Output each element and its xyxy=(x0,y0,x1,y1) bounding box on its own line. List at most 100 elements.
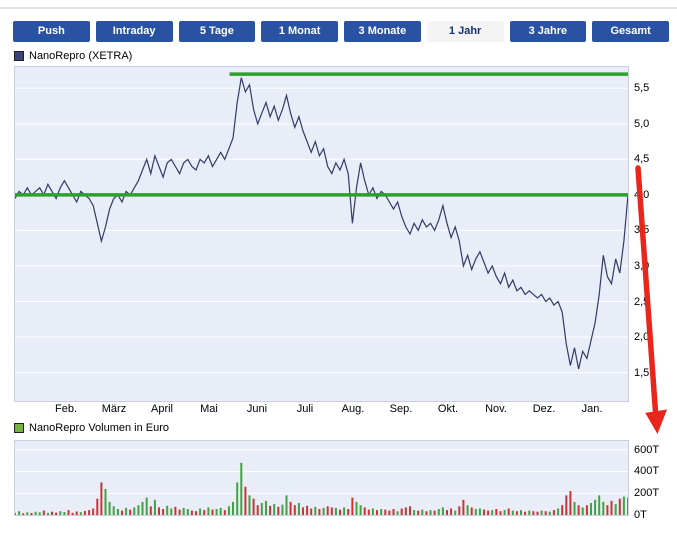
volume-bar xyxy=(116,509,119,515)
price-axis-tick-label: 5,0 xyxy=(634,118,650,130)
volume-bar xyxy=(34,511,37,515)
volume-bar xyxy=(557,508,560,515)
volume-bar xyxy=(215,509,218,515)
volume-bar xyxy=(466,505,469,515)
volume-bar xyxy=(63,512,66,515)
volume-bar xyxy=(520,510,522,515)
volume-bar xyxy=(133,507,136,515)
volume-bar xyxy=(277,506,280,515)
top-divider xyxy=(0,7,677,9)
volume-bar xyxy=(532,511,535,515)
price-line xyxy=(15,77,628,370)
month-tick-label: Dez. xyxy=(532,403,556,415)
volume-bar xyxy=(334,507,337,515)
volume-bar xyxy=(495,509,498,515)
volume-bar xyxy=(306,505,309,515)
range-button-1-monat[interactable]: 1 Monat xyxy=(261,21,338,42)
volume-bar xyxy=(281,504,284,515)
volume-bar xyxy=(30,513,33,515)
volume-bar xyxy=(88,510,91,515)
volume-bar xyxy=(92,508,95,515)
volume-bar xyxy=(203,510,206,515)
volume-bar xyxy=(343,507,346,515)
volume-bar xyxy=(413,510,416,515)
volume-bar xyxy=(598,495,601,515)
volume-bar xyxy=(100,482,103,515)
volume-bar xyxy=(450,508,453,515)
volume-bar xyxy=(351,497,354,515)
volume-legend-label: NanoRepro Volumen in Euro xyxy=(29,422,170,434)
volume-bar xyxy=(145,497,148,515)
price-chart-plot xyxy=(14,66,629,402)
volume-bar xyxy=(141,501,144,515)
volume-bar xyxy=(236,482,239,515)
month-tick-label: April xyxy=(150,403,174,415)
volume-bar xyxy=(573,501,576,515)
volume-bar xyxy=(121,510,123,515)
volume-y-axis: 600T 400T 200T 0T xyxy=(634,441,676,521)
volume-bar xyxy=(441,507,444,515)
range-button-intraday[interactable]: Intraday xyxy=(95,21,173,42)
range-button-5-tage[interactable]: 5 Tage xyxy=(178,21,256,42)
volume-bar xyxy=(384,509,387,515)
range-button-3-jahre[interactable]: 3 Jahre xyxy=(509,21,587,42)
range-button-push[interactable]: Push xyxy=(13,21,90,42)
month-tick-label: Juni xyxy=(246,403,268,415)
volume-bar xyxy=(446,510,448,515)
volume-bar xyxy=(71,512,74,515)
volume-bar xyxy=(195,511,197,515)
volume-axis-tick-label: 0T xyxy=(634,509,647,521)
volume-bar xyxy=(170,508,173,515)
volume-bar xyxy=(454,510,457,515)
volume-bar xyxy=(137,505,140,515)
volume-bar xyxy=(59,511,62,515)
volume-bar xyxy=(83,510,86,515)
volume-bar xyxy=(178,509,181,515)
month-tick-label: Nov. xyxy=(485,403,507,415)
volume-chart-plot xyxy=(14,440,629,516)
price-y-axis: 5,5 5,0 4,5 4,0 3,5 3,0 2,5 2,0 1,5 xyxy=(634,67,676,401)
volume-bar xyxy=(433,510,436,515)
volume-bar xyxy=(38,512,41,515)
volume-bar xyxy=(186,509,189,515)
range-button-1-jahr[interactable]: 1 Jahr xyxy=(426,21,504,42)
volume-bar xyxy=(561,505,564,515)
volume-bar xyxy=(67,510,70,515)
volume-bar xyxy=(182,507,185,515)
volume-bar xyxy=(552,510,555,515)
volume-bar xyxy=(252,498,255,515)
volume-bar xyxy=(474,509,477,515)
volume-bar xyxy=(367,509,370,515)
volume-bar xyxy=(244,486,247,515)
volume-chart-svg xyxy=(15,449,628,515)
range-button-3-monate[interactable]: 3 Monate xyxy=(344,21,421,42)
volume-bar xyxy=(627,497,628,515)
month-tick-label: Mai xyxy=(200,403,218,415)
volume-bar xyxy=(347,509,350,515)
month-tick-label: Feb. xyxy=(54,403,78,415)
volume-bar xyxy=(610,500,613,515)
volume-bar xyxy=(269,505,272,515)
volume-bar xyxy=(129,509,132,515)
volume-bar xyxy=(594,499,597,515)
volume-bar xyxy=(42,510,45,515)
volume-bar xyxy=(326,506,329,515)
volume-bar xyxy=(511,510,514,515)
month-tick-label: Sep. xyxy=(389,403,413,415)
volume-bar xyxy=(125,507,128,515)
volume-bar xyxy=(622,496,625,515)
volume-bar xyxy=(158,507,160,515)
volume-bar xyxy=(590,503,592,515)
volume-bar xyxy=(380,509,383,515)
volume-bar xyxy=(483,509,485,515)
range-button-gesamt[interactable]: Gesamt xyxy=(592,21,669,42)
volume-bar xyxy=(515,511,518,515)
month-tick-label: Aug. xyxy=(341,403,365,415)
volume-bar xyxy=(153,499,156,515)
volume-bar xyxy=(240,462,243,515)
volume-bar xyxy=(614,504,617,515)
price-axis-tick-label: 4,5 xyxy=(634,153,650,165)
volume-bar xyxy=(577,505,580,515)
price-axis-tick-label: 4,0 xyxy=(634,189,650,201)
